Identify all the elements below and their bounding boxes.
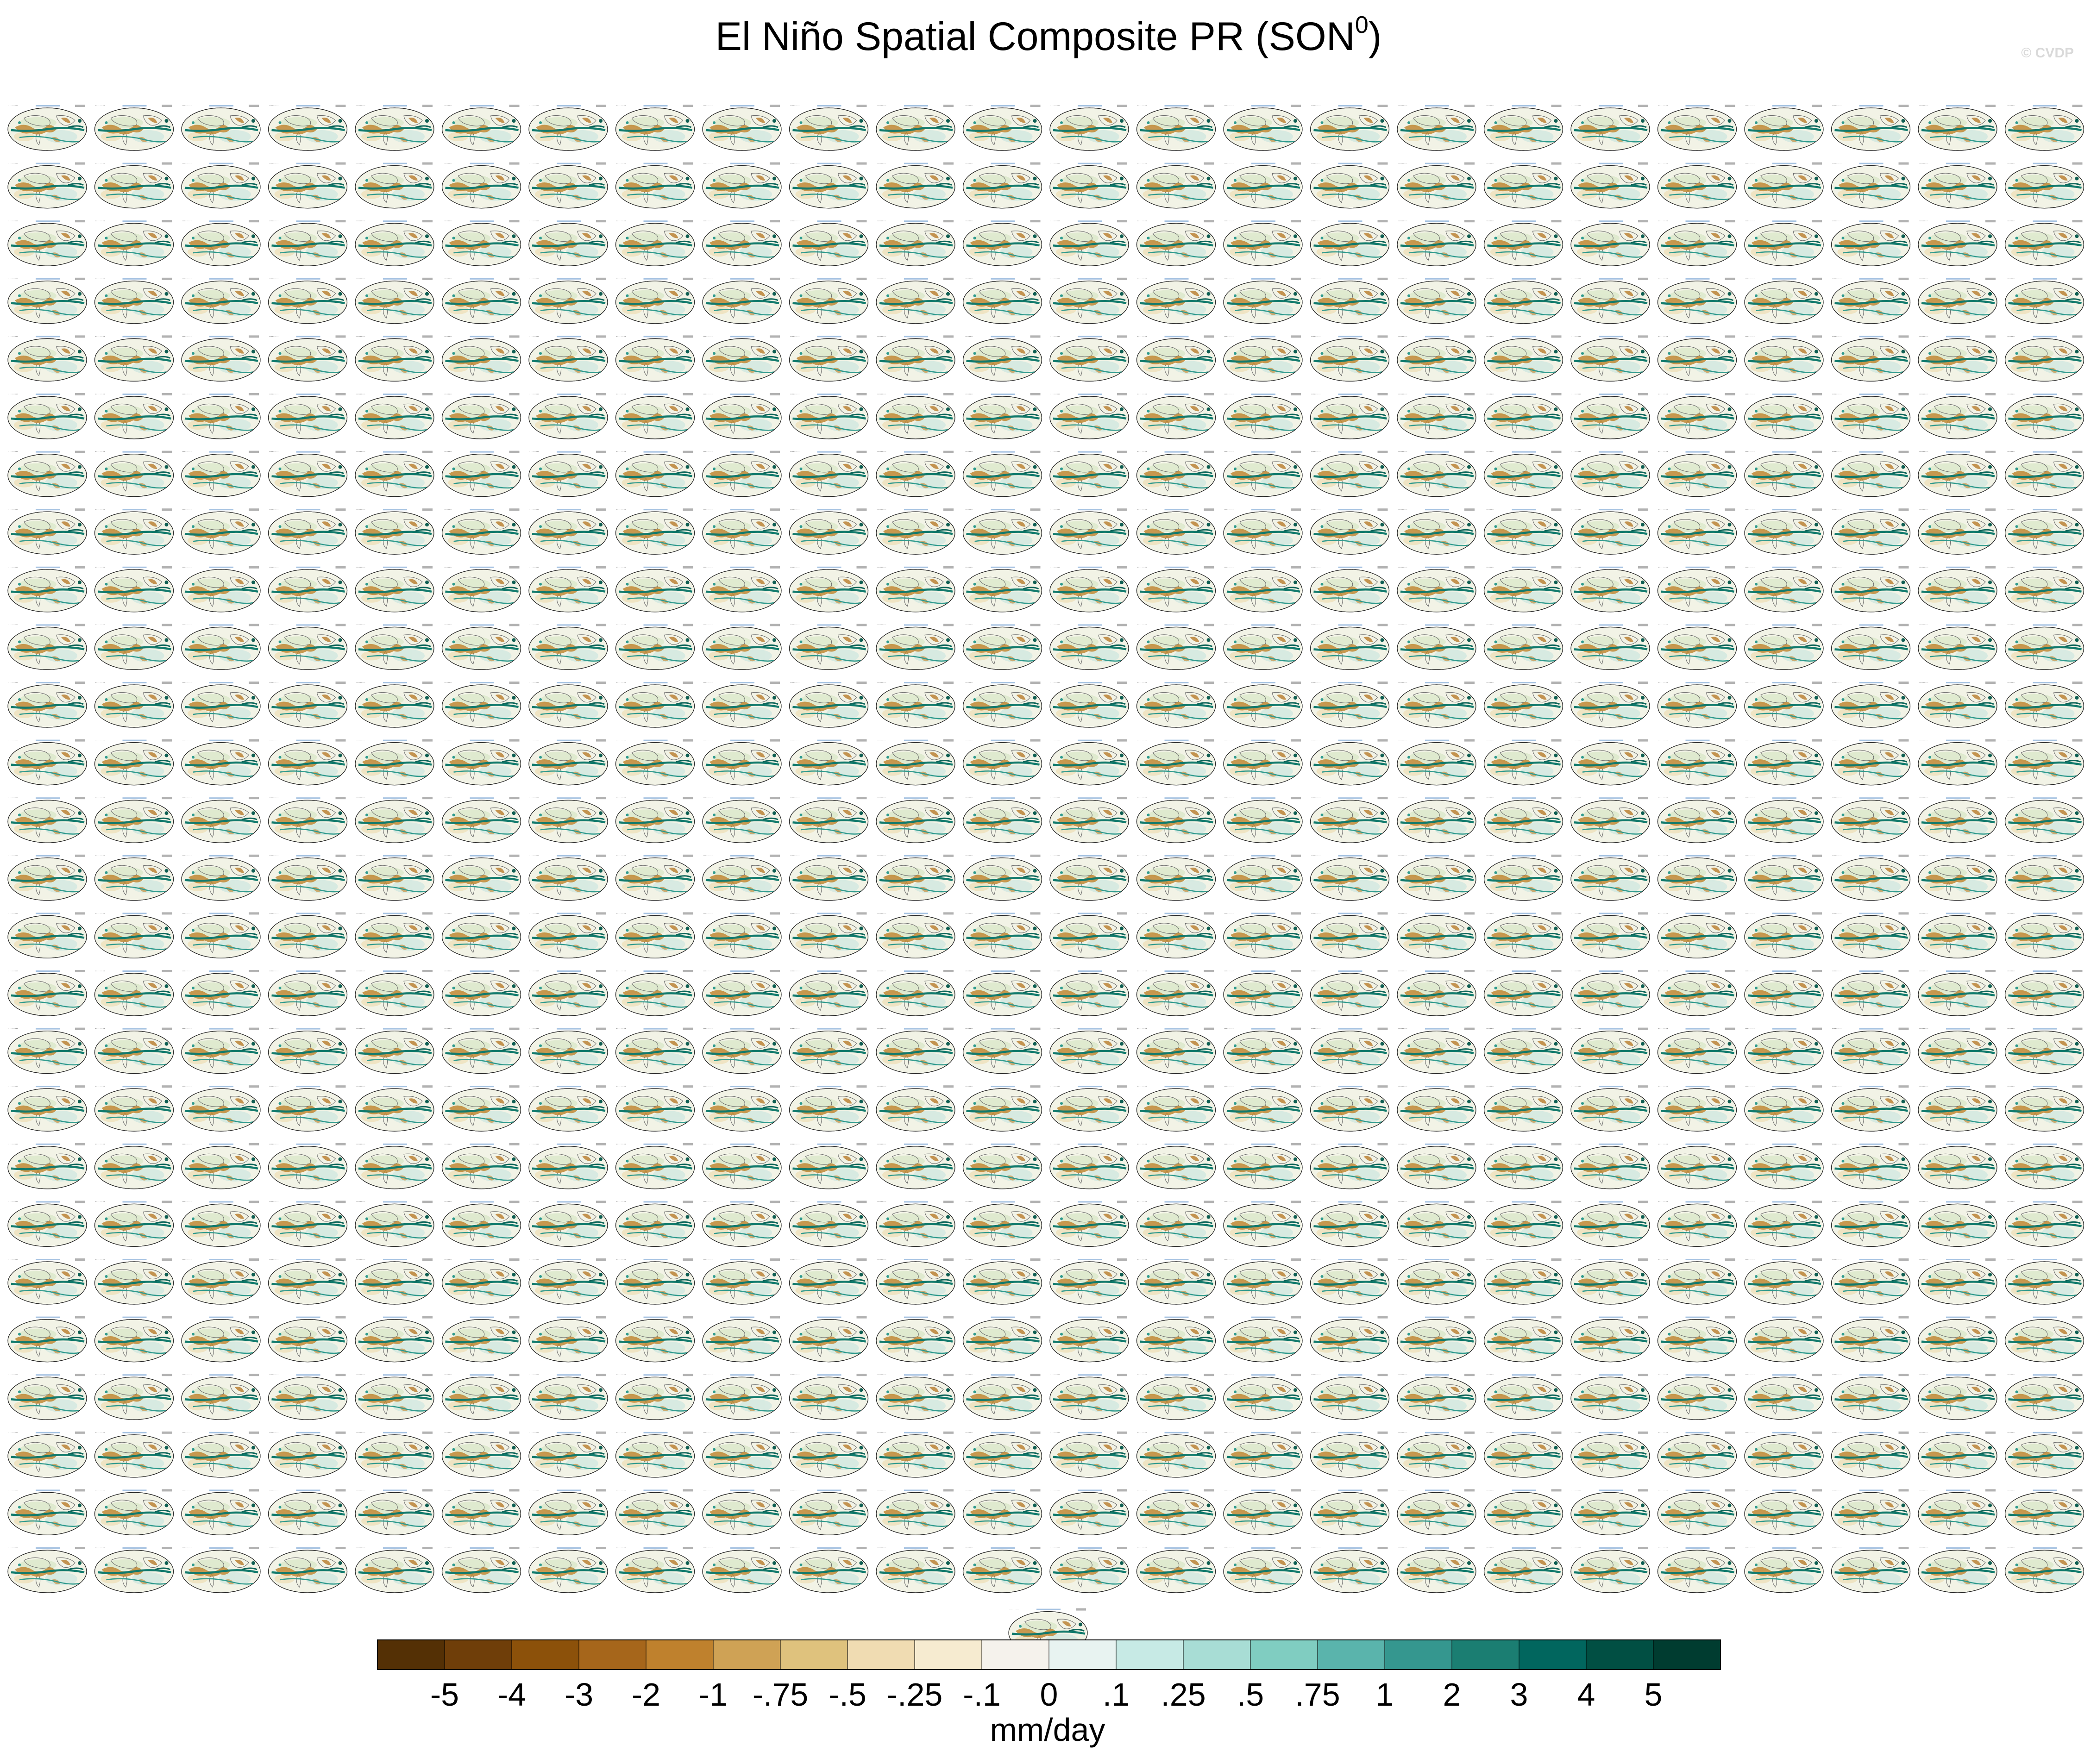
colorbar-box bbox=[713, 1639, 781, 1670]
colorbar-box bbox=[981, 1639, 1049, 1670]
colorbar-box bbox=[914, 1639, 982, 1670]
title-superscript: 0 bbox=[1355, 12, 1369, 38]
colorbar-tick-label: 5 bbox=[1645, 1676, 1663, 1713]
cvdp-watermark: © CVDP bbox=[2021, 45, 2074, 61]
colorbar-tick-label: -1 bbox=[699, 1676, 728, 1713]
colorbar-box bbox=[1116, 1639, 1184, 1670]
colorbar-boxes bbox=[377, 1639, 1721, 1670]
colorbar-tick-label: 0 bbox=[1040, 1676, 1058, 1713]
colorbar-box bbox=[1653, 1639, 1721, 1670]
colorbar-box bbox=[780, 1639, 848, 1670]
colorbar-box bbox=[1317, 1639, 1385, 1670]
colorbar-tick-label: 2 bbox=[1443, 1676, 1461, 1713]
colorbar-tick-label: -.25 bbox=[887, 1676, 943, 1713]
colorbar-box bbox=[1519, 1639, 1587, 1670]
colorbar-box bbox=[578, 1639, 647, 1670]
colorbar-box bbox=[1048, 1639, 1117, 1670]
page-title: El Niño Spatial Composite PR (SON0) bbox=[0, 13, 2097, 59]
colorbar-box bbox=[1586, 1639, 1654, 1670]
colorbar-tick-label: 4 bbox=[1577, 1676, 1595, 1713]
colorbar-tick-label: 3 bbox=[1510, 1676, 1528, 1713]
colorbar-tick-label: -.75 bbox=[753, 1676, 809, 1713]
colorbar-box bbox=[1250, 1639, 1318, 1670]
colorbar-box bbox=[444, 1639, 512, 1670]
colorbar-tick-label: 1 bbox=[1376, 1676, 1394, 1713]
colorbar-box bbox=[847, 1639, 915, 1670]
colorbar-frame bbox=[377, 1639, 1721, 1670]
colorbar-box bbox=[377, 1639, 445, 1670]
colorbar-box bbox=[1384, 1639, 1452, 1670]
colorbar-ticks: -5 -4 -3 -2 -1 -.75 -.5 -.25 -.1 0 .1 .25 .5 .75 1 2 3 4 5 bbox=[430, 1676, 1663, 1713]
colorbar-tick-label: -.1 bbox=[963, 1676, 1001, 1713]
colorbar-tick-label: -.5 bbox=[829, 1676, 866, 1713]
colorbar-tick-label: .25 bbox=[1161, 1676, 1205, 1713]
title-main: El Niño Spatial Composite PR (SON bbox=[715, 14, 1355, 59]
colorbar-tick-label: -4 bbox=[497, 1676, 526, 1713]
colorbar-tick-label: .1 bbox=[1103, 1676, 1130, 1713]
colorbar-unit-label: mm/day bbox=[990, 1712, 1105, 1748]
colorbar-tick-label: .75 bbox=[1295, 1676, 1340, 1713]
colorbar-tick-label: -3 bbox=[565, 1676, 593, 1713]
colorbar-box bbox=[1451, 1639, 1519, 1670]
colorbar-box bbox=[646, 1639, 714, 1670]
colorbar-tick-label: -2 bbox=[632, 1676, 660, 1713]
colorbar-tick-label: .5 bbox=[1237, 1676, 1264, 1713]
colorbar-box bbox=[511, 1639, 579, 1670]
title-close: ) bbox=[1368, 14, 1382, 59]
colorbar-box bbox=[1183, 1639, 1251, 1670]
colorbar-tick-label: -5 bbox=[430, 1676, 459, 1713]
